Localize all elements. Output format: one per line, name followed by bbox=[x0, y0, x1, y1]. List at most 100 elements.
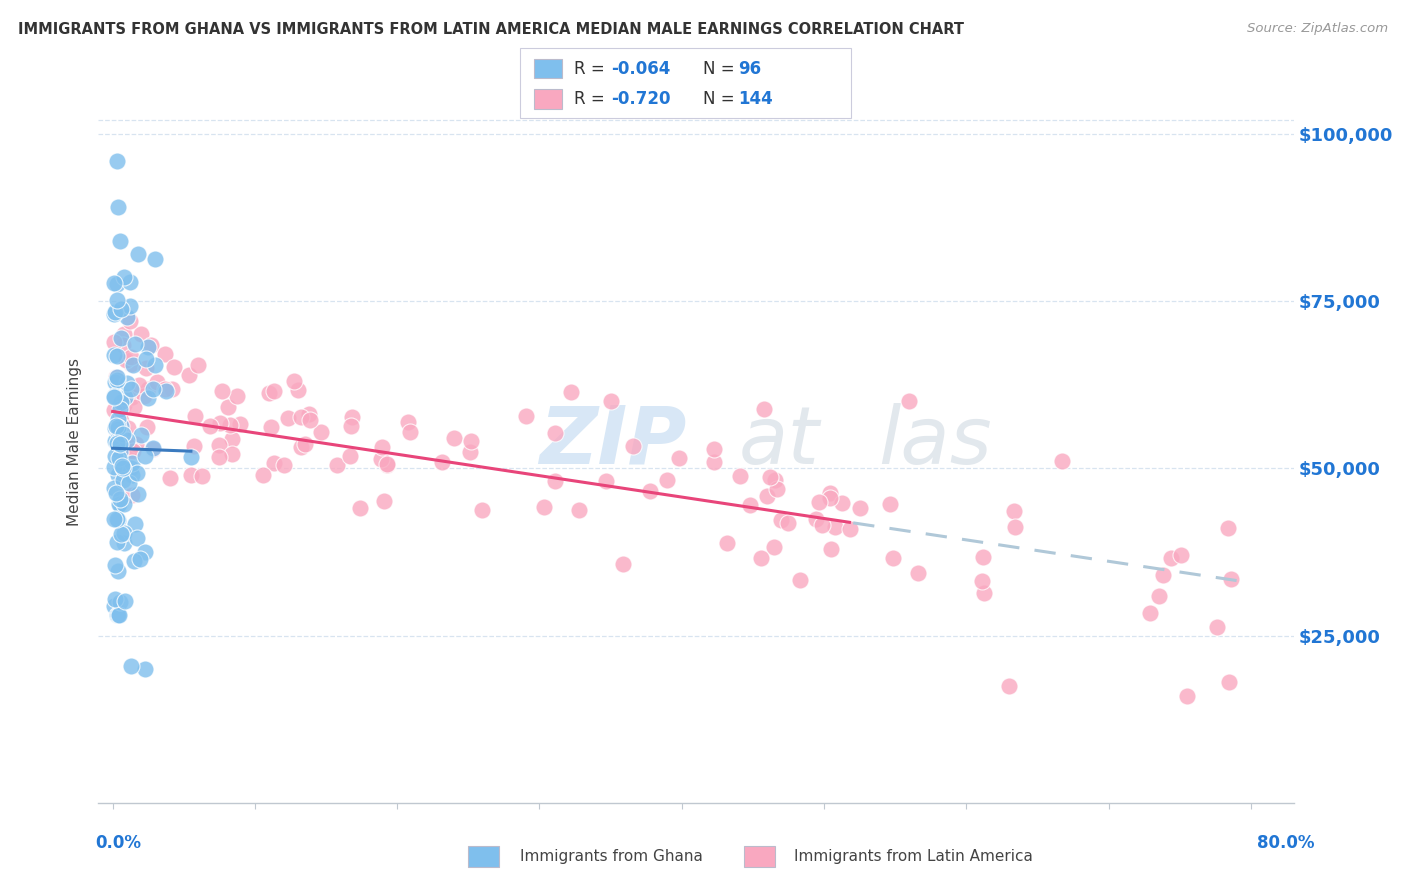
Point bbox=[103, 276, 125, 290]
Point bbox=[105, 534, 128, 549]
Point bbox=[155, 384, 177, 398]
Point bbox=[1152, 568, 1174, 582]
Point bbox=[105, 419, 128, 434]
Point bbox=[103, 460, 125, 475]
Point bbox=[104, 369, 127, 384]
Point bbox=[1219, 572, 1241, 586]
Point bbox=[430, 455, 453, 469]
Text: -0.064: -0.064 bbox=[612, 60, 671, 78]
Text: -0.720: -0.720 bbox=[612, 90, 671, 108]
Point bbox=[121, 456, 143, 470]
Point bbox=[111, 473, 134, 487]
Point bbox=[112, 426, 135, 441]
Point bbox=[1206, 620, 1229, 634]
Point bbox=[263, 384, 285, 399]
Point bbox=[1218, 521, 1240, 535]
Point bbox=[668, 451, 690, 466]
Point bbox=[142, 441, 165, 455]
Point bbox=[112, 269, 135, 284]
Point bbox=[252, 467, 274, 482]
Point bbox=[163, 360, 186, 375]
Point bbox=[115, 433, 138, 447]
Point bbox=[114, 390, 136, 404]
Point bbox=[811, 517, 834, 532]
Point bbox=[142, 382, 165, 396]
Point bbox=[145, 375, 167, 389]
Point bbox=[657, 473, 679, 487]
Point bbox=[153, 346, 176, 360]
Point bbox=[108, 491, 131, 506]
Point bbox=[127, 247, 149, 261]
Point bbox=[114, 594, 136, 608]
Point bbox=[218, 418, 240, 433]
Point bbox=[112, 326, 135, 341]
Point bbox=[103, 599, 125, 613]
Point bbox=[907, 566, 929, 580]
Point bbox=[716, 535, 738, 549]
Point bbox=[143, 358, 166, 372]
Point bbox=[763, 473, 786, 487]
Point bbox=[770, 513, 793, 527]
Point bbox=[160, 383, 183, 397]
Point bbox=[139, 337, 162, 351]
Point bbox=[107, 422, 129, 436]
Point bbox=[120, 460, 142, 475]
Point bbox=[340, 419, 363, 434]
Point bbox=[533, 500, 555, 514]
Point bbox=[370, 451, 392, 466]
Point bbox=[568, 503, 591, 517]
Point bbox=[103, 511, 125, 525]
Point bbox=[132, 389, 155, 403]
Point bbox=[120, 382, 142, 396]
Point bbox=[544, 474, 567, 488]
Point bbox=[110, 331, 132, 345]
Point bbox=[107, 425, 129, 439]
Point bbox=[104, 375, 127, 389]
Point bbox=[898, 394, 921, 409]
Point bbox=[612, 557, 634, 571]
Text: Immigrants from Ghana: Immigrants from Ghana bbox=[520, 849, 703, 863]
Point bbox=[127, 487, 149, 501]
Point bbox=[208, 450, 231, 464]
Point bbox=[749, 550, 772, 565]
Point bbox=[544, 426, 567, 441]
Text: Immigrants from Latin America: Immigrants from Latin America bbox=[794, 849, 1033, 863]
Point bbox=[221, 432, 243, 446]
Point bbox=[110, 497, 132, 511]
Point bbox=[104, 558, 127, 573]
Point bbox=[110, 419, 132, 434]
Point bbox=[752, 401, 775, 416]
Point bbox=[122, 443, 145, 458]
Point bbox=[107, 513, 129, 527]
Point bbox=[458, 444, 481, 458]
Point bbox=[1004, 520, 1026, 534]
Point bbox=[818, 491, 841, 505]
Point bbox=[377, 458, 399, 472]
Point bbox=[103, 403, 125, 417]
Point bbox=[824, 520, 846, 534]
Point bbox=[460, 434, 482, 449]
Point bbox=[1002, 503, 1025, 517]
Point bbox=[818, 486, 841, 500]
Point bbox=[112, 497, 135, 511]
Point bbox=[108, 234, 131, 248]
Point bbox=[120, 357, 142, 371]
Point bbox=[1218, 675, 1240, 690]
Point bbox=[103, 390, 125, 404]
Point bbox=[112, 398, 135, 412]
Point bbox=[120, 442, 142, 457]
Point bbox=[560, 385, 582, 400]
Point bbox=[159, 471, 181, 485]
Point bbox=[125, 467, 148, 481]
Point bbox=[849, 501, 872, 516]
Point bbox=[111, 427, 134, 442]
Point bbox=[759, 470, 782, 484]
Point bbox=[121, 488, 143, 502]
Point bbox=[398, 425, 420, 439]
Point bbox=[789, 574, 811, 588]
Point bbox=[103, 481, 125, 495]
Point bbox=[129, 326, 152, 341]
Point bbox=[104, 421, 127, 435]
Point bbox=[135, 351, 157, 366]
Point bbox=[373, 493, 395, 508]
